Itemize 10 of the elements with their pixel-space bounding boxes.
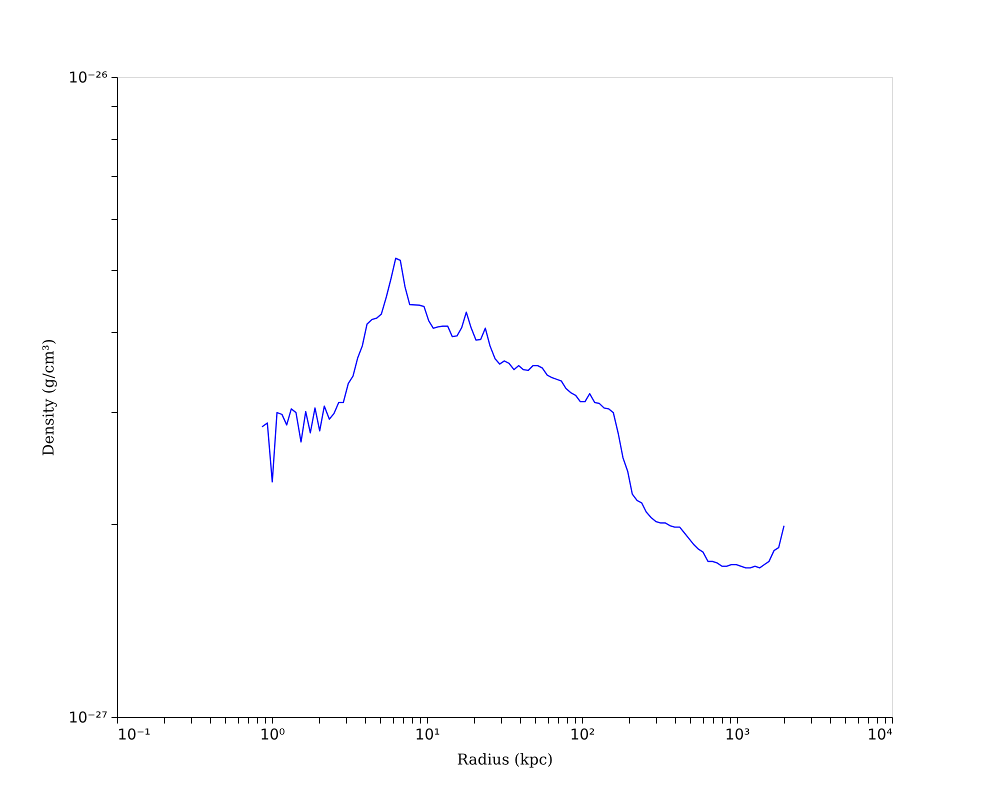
x-tick-label: 10⁴	[867, 726, 892, 744]
x-tick-label: 10²	[570, 726, 596, 744]
x-tick-label: 10³	[724, 726, 750, 744]
y-axis-title: Density (g/cm³)	[39, 338, 58, 456]
x-tick-label: 10⁻¹	[118, 726, 151, 744]
y-tick-label: 10⁻²⁶	[68, 68, 108, 86]
y-tick-label: 10⁻²⁷	[68, 708, 108, 726]
x-tick-label: 10⁰	[260, 726, 286, 744]
x-axis-title: Radius (kpc)	[457, 750, 553, 768]
x-tick-label: 10¹	[414, 726, 440, 744]
